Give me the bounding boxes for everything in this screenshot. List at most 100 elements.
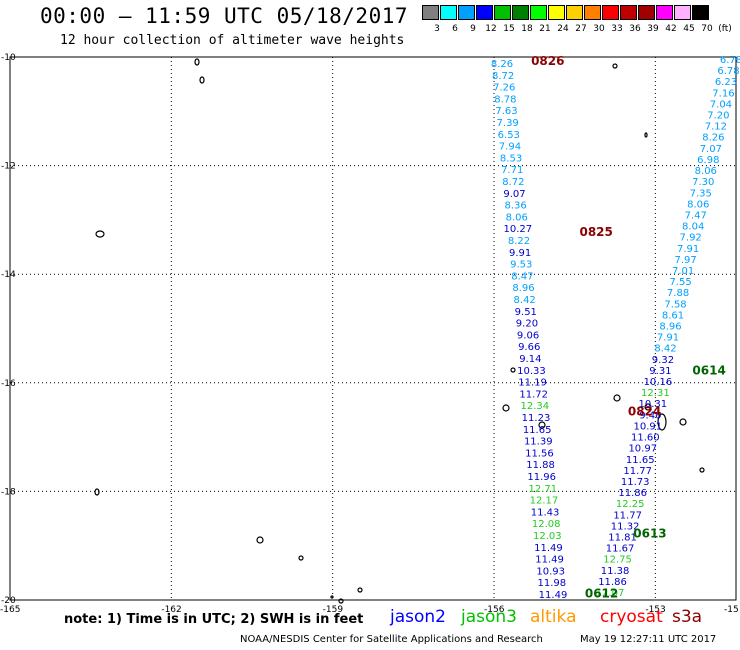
x-axis-label: -159 [323, 605, 344, 615]
track-sw-value: 8.72 [492, 71, 514, 82]
track-sw-value: 8.06 [506, 212, 528, 223]
map-subtitle: 12 hour collection of altimeter wave hei… [60, 33, 405, 48]
track-ne-value: 7.04 [710, 99, 732, 110]
legend-label: 3 [434, 24, 440, 34]
track-sw-value: 11.49 [539, 590, 568, 601]
legend-swatch [566, 5, 583, 20]
track-ne-value: 10.91 [633, 421, 662, 432]
legend-label: 36 [629, 24, 641, 34]
track-sw-value: 11.98 [538, 578, 567, 589]
track-sw-value: 12.34 [521, 401, 550, 412]
legend-swatch [656, 5, 673, 20]
legend-swatch [692, 5, 709, 20]
satellite-jason3: jason3 [461, 607, 517, 627]
legend-swatch [638, 5, 655, 20]
track-ne-value: 11.67 [606, 544, 635, 555]
track-sw-value: 9.91 [509, 248, 531, 259]
track-sw-value: 11.43 [531, 507, 560, 518]
legend-swatch [512, 5, 529, 20]
track-ne-value: 7.30 [692, 177, 714, 188]
x-axis-label: -15 [724, 605, 739, 615]
track-sw-value: 11.65 [523, 425, 552, 436]
track-sw-value: 12.17 [530, 496, 559, 507]
legend-swatch [458, 5, 475, 20]
satellite-altika: altika [530, 607, 577, 627]
track-ne-value: 11.86 [598, 577, 627, 588]
satellite-s3a: s3a [672, 607, 703, 627]
track-ne-value: 10.97 [628, 444, 657, 455]
track-ne-value: 11.60 [631, 433, 660, 444]
legend-label: 12 [485, 24, 497, 34]
x-axis-label: -156 [484, 605, 505, 615]
legend-label: 15 [503, 24, 515, 34]
track-sw-value: 8.36 [504, 201, 526, 212]
track-ne-value: 8.06 [695, 166, 717, 177]
track-sw-value: 9.51 [515, 307, 537, 318]
y-axis-label: -12 [1, 162, 16, 172]
y-axis-label: -10 [1, 53, 16, 63]
track-ne-value: 8.06 [687, 199, 709, 210]
track-ne-value: 10.16 [644, 377, 673, 388]
track-sw-value: 10.93 [536, 566, 565, 577]
track-sw-value: 7.39 [497, 118, 519, 129]
track-sw-value: 9.53 [510, 260, 532, 271]
island-outline [330, 595, 334, 599]
track-sw-value: 11.56 [525, 448, 554, 459]
track-sw-value: 8.42 [514, 295, 536, 306]
track-sw-value: 8.53 [500, 153, 522, 164]
legend-label: 30 [593, 24, 605, 34]
track-sw-value: 7.94 [499, 142, 521, 153]
track-ne-value: 8.96 [659, 322, 681, 333]
track-ne-value: 7.92 [680, 233, 702, 244]
track-sw-value: 9.66 [518, 342, 540, 353]
legend-label: 27 [575, 24, 587, 34]
track-ne-value: 11.77 [613, 510, 642, 521]
track-sw-value: 8.22 [508, 236, 530, 247]
track-ne-value: 12.31 [641, 388, 670, 399]
track-sw-value: 11.72 [519, 389, 548, 400]
island-outline [94, 488, 100, 496]
track-ne-value: 11.65 [626, 455, 655, 466]
pass-id-label: 0612 [585, 586, 618, 600]
island-outline [538, 421, 546, 429]
legend-swatch [584, 5, 601, 20]
y-axis-label: -14 [1, 270, 16, 280]
track-sw-value: 12.03 [533, 531, 562, 542]
legend-unit: (ft) [718, 24, 732, 34]
y-axis-label: -16 [1, 379, 16, 389]
x-axis-label: -162 [161, 605, 181, 615]
x-axis-label: -153 [645, 605, 665, 615]
pass-id-label: 0826 [531, 54, 564, 68]
legend-swatch [674, 5, 691, 20]
island-outline [298, 555, 304, 561]
pass-id-label: 0614 [692, 364, 725, 378]
credit-text: NOAA/NESDIS Center for Satellite Applica… [240, 634, 543, 645]
track-ne-value: 7.20 [707, 111, 729, 122]
track-sw-value: 10.33 [517, 366, 546, 377]
track-ne-value: 11.81 [608, 532, 637, 543]
track-sw-value: 12.71 [528, 484, 557, 495]
y-axis-label: -20 [1, 596, 16, 606]
track-ne-value: 7.35 [690, 188, 712, 199]
pass-id-label: 0825 [579, 225, 612, 239]
legend-label: 45 [683, 24, 695, 34]
track-ne-value: 6.78 [720, 55, 740, 66]
island-outline [194, 58, 200, 66]
track-ne-value: 7.07 [700, 144, 722, 155]
track-ne-value: 9.31 [649, 366, 671, 377]
generated-timestamp: May 19 12:27:11 UTC 2017 [580, 634, 717, 645]
track-sw-value: 9.06 [517, 330, 539, 341]
track-sw-value: 8.72 [502, 177, 524, 188]
track-ne-value: 11.32 [611, 521, 640, 532]
track-ne-value: 7.58 [664, 299, 686, 310]
track-ne-value: 9.32 [652, 355, 674, 366]
track-sw-value: 11.23 [522, 413, 551, 424]
island-outline [612, 63, 618, 69]
legend-swatch [422, 5, 439, 20]
track-ne-value: 6.78 [717, 66, 739, 77]
legend-swatch [530, 5, 547, 20]
island-outline [256, 536, 264, 544]
track-sw-value: 8.47 [511, 271, 533, 282]
track-sw-value: 11.88 [526, 460, 555, 471]
satellite-cryosat: cryosat [600, 607, 663, 627]
